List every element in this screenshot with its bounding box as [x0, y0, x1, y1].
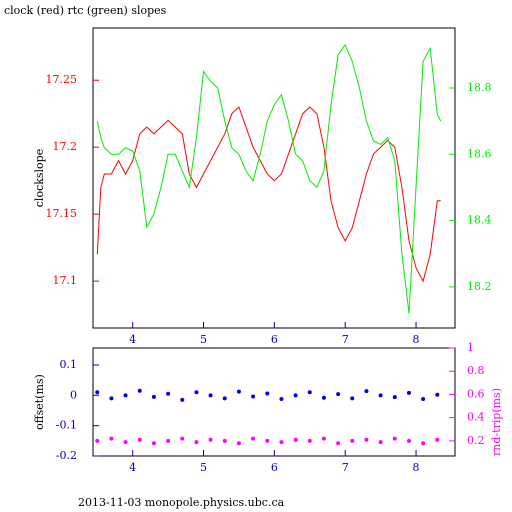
y2-tick-label: 1 [467, 341, 474, 354]
scatter-point [109, 396, 114, 401]
scatter-point [307, 390, 312, 395]
x-tick-label: 6 [271, 333, 278, 346]
scatter-point [265, 438, 270, 443]
x-tick-label: 6 [271, 461, 278, 474]
y2-tick-label: 18.4 [467, 214, 492, 227]
y2-tick-label: 18.8 [467, 81, 492, 94]
x-tick-label: 5 [200, 333, 207, 346]
scatter-point [336, 392, 341, 397]
scatter-point [109, 436, 114, 441]
scatter-point [208, 437, 213, 442]
scatter-point [166, 438, 171, 443]
y2-tick-label: 0.8 [467, 364, 485, 377]
y2-tick-label: 0.6 [467, 387, 485, 400]
scatter-point [180, 436, 185, 441]
scatter-point [166, 391, 171, 396]
scatter-point [364, 389, 369, 394]
scatter-point [251, 394, 256, 399]
scatter-point [151, 441, 156, 446]
scatter-point [123, 440, 128, 445]
plot-frame [92, 347, 456, 457]
series-line [96, 43, 442, 314]
y-tick-label: -0.1 [56, 419, 77, 432]
y-tick-label: 17.15 [46, 207, 78, 220]
scatter-point [279, 396, 284, 401]
series-line [96, 106, 441, 283]
chart-title: clock (red) rtc (green) slopes [4, 4, 167, 17]
y-tick-label: 17.25 [46, 73, 78, 86]
y-axis-label: clockslope [33, 149, 46, 207]
scatter-point [435, 437, 440, 442]
x-tick-label: 7 [342, 333, 349, 346]
scatter-point [336, 441, 341, 446]
scatter-point [137, 437, 142, 442]
scatter-point [123, 393, 128, 398]
scatter-point [194, 440, 199, 445]
y-tick-label: 0.1 [60, 358, 78, 371]
x-tick-label: 4 [129, 461, 136, 474]
scatter-point [378, 440, 383, 445]
scatter-point [151, 394, 156, 399]
scatter-point [435, 392, 440, 397]
x-tick-label: 8 [413, 333, 420, 346]
y2-tick-label: 18.2 [467, 280, 492, 293]
y-tick-label: 17.2 [53, 140, 78, 153]
y-axis-label: offset(ms) [33, 374, 46, 430]
y2-axis-label: rnd-trip(ms) [490, 388, 503, 456]
x-tick-label: 5 [200, 461, 207, 474]
x-tick-label: 7 [342, 461, 349, 474]
y-tick-label: 0 [70, 388, 77, 401]
scatter-point [392, 395, 397, 400]
y2-tick-label: 18.6 [467, 147, 492, 160]
footer: 2013-11-03 monopole.physics.ubc.ca [78, 496, 285, 509]
scatter-point [95, 438, 100, 443]
scatter-point [350, 396, 355, 401]
scatter-point [222, 396, 227, 401]
scatter-point [236, 441, 241, 446]
scatter-point [321, 395, 326, 400]
y-tick-label: 17.1 [53, 274, 78, 287]
scatter-point [180, 397, 185, 402]
scatter-point [421, 441, 426, 446]
scatter-point [236, 389, 241, 394]
scatter-point [251, 436, 256, 441]
scatter-point [222, 438, 227, 443]
scatter-point [194, 390, 199, 395]
scatter-point [392, 436, 397, 441]
scatter-point [208, 393, 213, 398]
scatter-point [95, 390, 100, 395]
scatter-point [321, 436, 326, 441]
scatter-point [364, 437, 369, 442]
scatter-point [421, 396, 426, 401]
scatter-point [378, 393, 383, 398]
y2-tick-label: 0.4 [467, 411, 485, 424]
scatter-point [307, 438, 312, 443]
x-tick-label: 8 [413, 461, 420, 474]
scatter-point [265, 391, 270, 396]
scatter-point [406, 438, 411, 443]
scatter-point [406, 390, 411, 395]
y-tick-label: -0.2 [56, 449, 77, 462]
y2-tick-label: 0.2 [467, 434, 485, 447]
scatter-point [350, 438, 355, 443]
scatter-point [137, 388, 142, 393]
scatter-point [293, 437, 298, 442]
scatter-point [293, 393, 298, 398]
scatter-point [279, 440, 284, 445]
x-tick-label: 4 [129, 333, 136, 346]
